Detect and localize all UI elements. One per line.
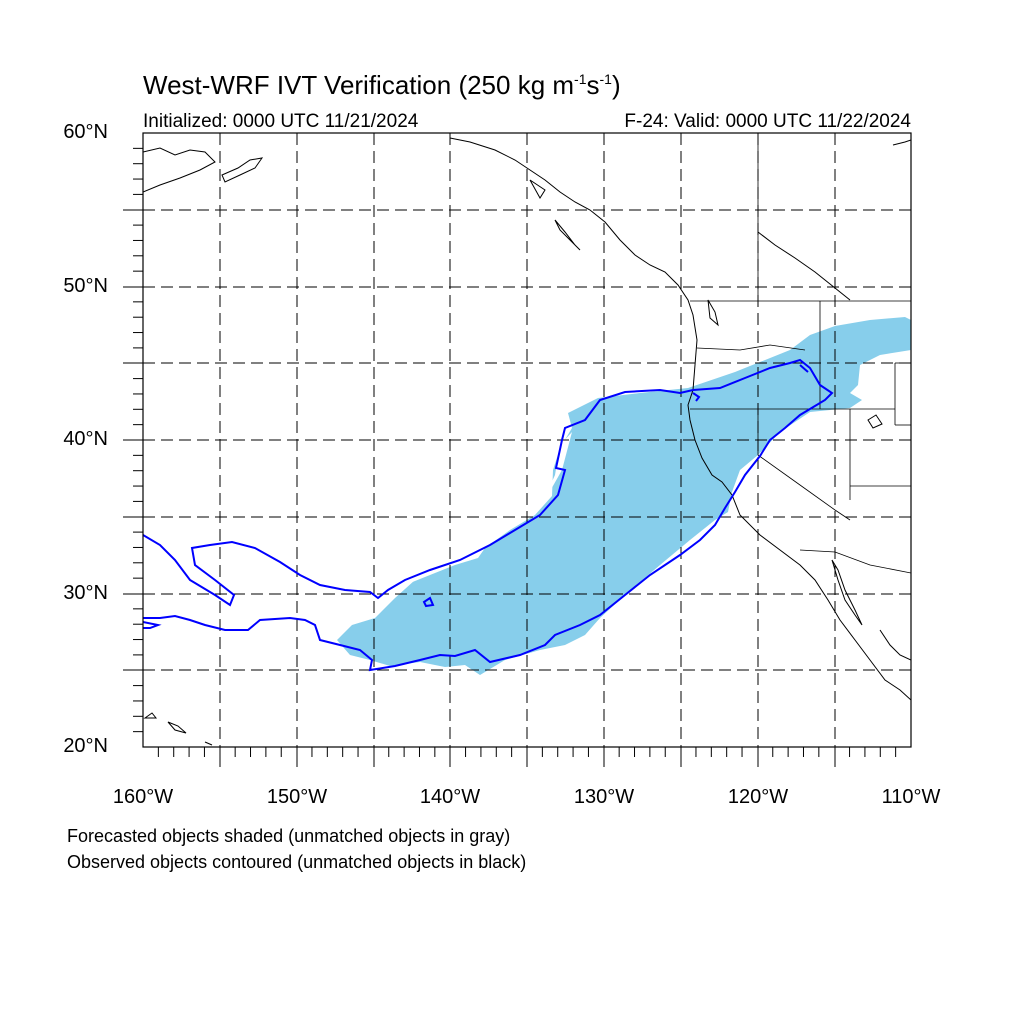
axis-ticks [123, 209, 836, 767]
lat-label-20n: 20°N [63, 735, 108, 757]
lat-label-40n: 40°N [63, 428, 108, 450]
observed-object-contour [143, 358, 834, 672]
forecast-object-shading [337, 317, 911, 675]
initialized-label: Initialized: 0000 UTC 11/21/2024 [143, 111, 419, 132]
lon-label-140w: 140°W [419, 786, 481, 808]
lat-label-30n: 30°N [63, 582, 108, 604]
map-title: West-WRF IVT Verification (250 kg m-1s-1… [143, 70, 621, 100]
graticule [143, 133, 911, 747]
political-borders [690, 133, 911, 574]
legend-note-observed: Observed objects contoured (unmatched ob… [67, 852, 527, 872]
lon-label-130w: 130°W [573, 786, 635, 808]
lon-label-160w: 160°W [112, 786, 174, 808]
lat-label-60n: 60°N [63, 121, 108, 143]
valid-time-label: F-24: Valid: 0000 UTC 11/22/2024 [624, 111, 911, 132]
lon-label-120w: 120°W [727, 786, 789, 808]
legend-note-forecast: Forecasted objects shaded (unmatched obj… [67, 826, 511, 846]
minor-ticks [133, 147, 897, 757]
lat-label-50n: 50°N [63, 275, 108, 297]
lon-label-150w: 150°W [266, 786, 328, 808]
lon-label-110w: 110°W [881, 786, 941, 808]
